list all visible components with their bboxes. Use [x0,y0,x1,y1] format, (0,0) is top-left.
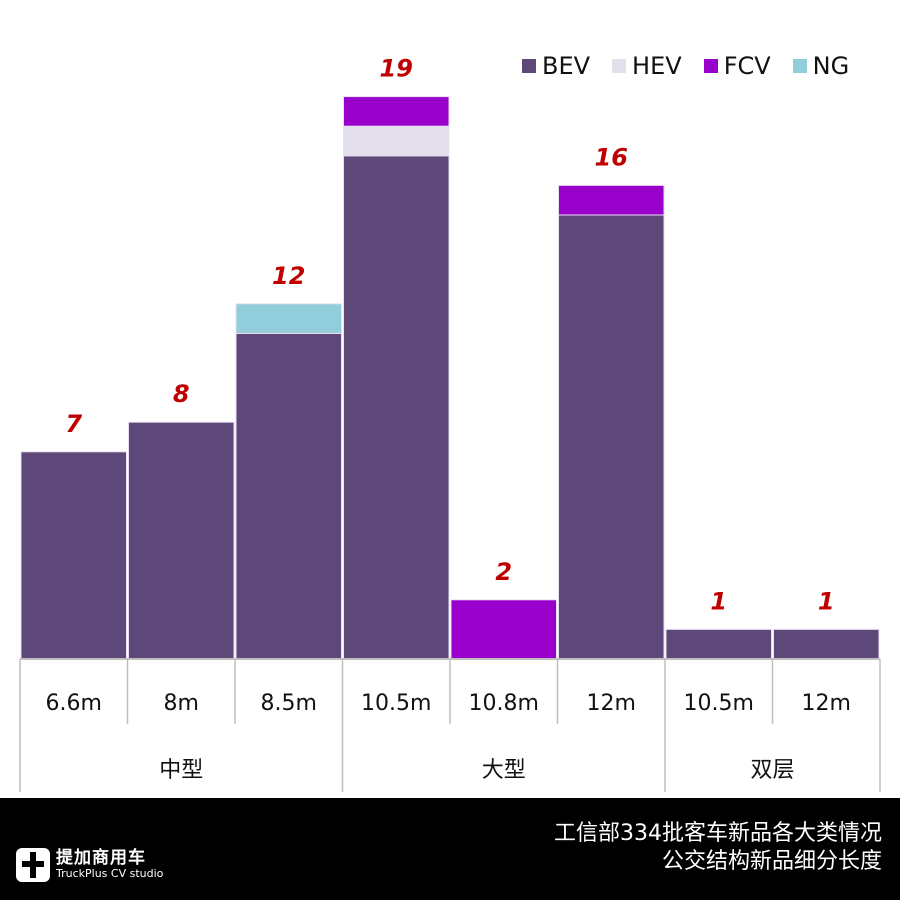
bar-total-label: 19 [380,55,413,83]
x-group-label: 中型 [159,758,203,783]
x-tick-label: 12m [802,691,851,716]
stacked-bar-chart: 7 8 12 19 2 16 1 1 6.6m 8m 8.5m 中型 10.5m 10.8m 12m 大型 10… [19,55,881,792]
footer-title: 工信部334批客车新品各大类情况 公交结构新品细分长度 [554,820,882,876]
x-tick-label: 10.5m [684,691,754,716]
bar-total-label: 1 [710,587,727,615]
footer-title-line2: 公交结构新品细分长度 [661,849,882,874]
truckplus-logo-icon [16,848,50,882]
legend-swatch-hev [612,59,627,73]
bar-total-label: 2 [495,558,512,586]
legend-label-bev: BEV [542,52,591,80]
logo-chinese-name: 提加商用车 [56,848,146,868]
x-tick-label: 8.5m [261,691,317,716]
bar-total-label: 16 [595,143,628,171]
chart-legend: BEV HEV FCV NG [522,52,871,80]
bar-segment-fcv [343,96,450,127]
bar-segment-fcv [450,599,557,660]
legend-item-fcv: FCV [703,52,771,80]
x-tick-label: 12m [587,691,636,716]
bar-segment-bev [235,332,342,660]
bar-segment-bev [20,451,127,660]
bar-segment-ng [235,303,342,334]
bar-segment-bev [773,628,880,660]
legend-item-hev: HEV [612,52,682,80]
bar-total-label: 12 [272,262,305,290]
bar-segment-bev [558,214,665,660]
bar-segment-bev [128,421,235,660]
legend-label-ng: NG [812,52,850,80]
bar-segment-fcv [558,184,665,216]
brand-logo: 提加商用车 TruckPlus CV studio [16,848,163,882]
bar-segment-bev [665,628,772,660]
x-tick-label: 8m [164,691,199,716]
footer-banner [0,798,900,900]
x-tick-label: 10.5m [361,691,431,716]
x-tick-label: 6.6m [46,691,102,716]
legend-item-ng: NG [792,52,850,80]
footer-title-line1: 工信部334批客车新品各大类情况 [554,821,882,846]
x-group-label: 双层 [750,758,794,783]
bar-segment-bev [343,155,450,660]
logo-english-name: TruckPlus CV studio [56,867,164,880]
bar-total-label: 7 [65,410,82,438]
bar-total-label: 8 [173,380,190,408]
legend-label-fcv: FCV [723,52,771,80]
legend-swatch-bev [522,59,536,73]
legend-swatch-fcv [703,59,718,73]
x-tick-label: 10.8m [469,691,539,716]
x-group-label: 大型 [482,758,526,783]
bar-segment-hev [343,125,450,157]
bar-total-label: 1 [818,587,835,615]
legend-swatch-ng [792,59,807,73]
legend-item-bev: BEV [522,52,590,80]
legend-label-hev: HEV [632,52,682,80]
